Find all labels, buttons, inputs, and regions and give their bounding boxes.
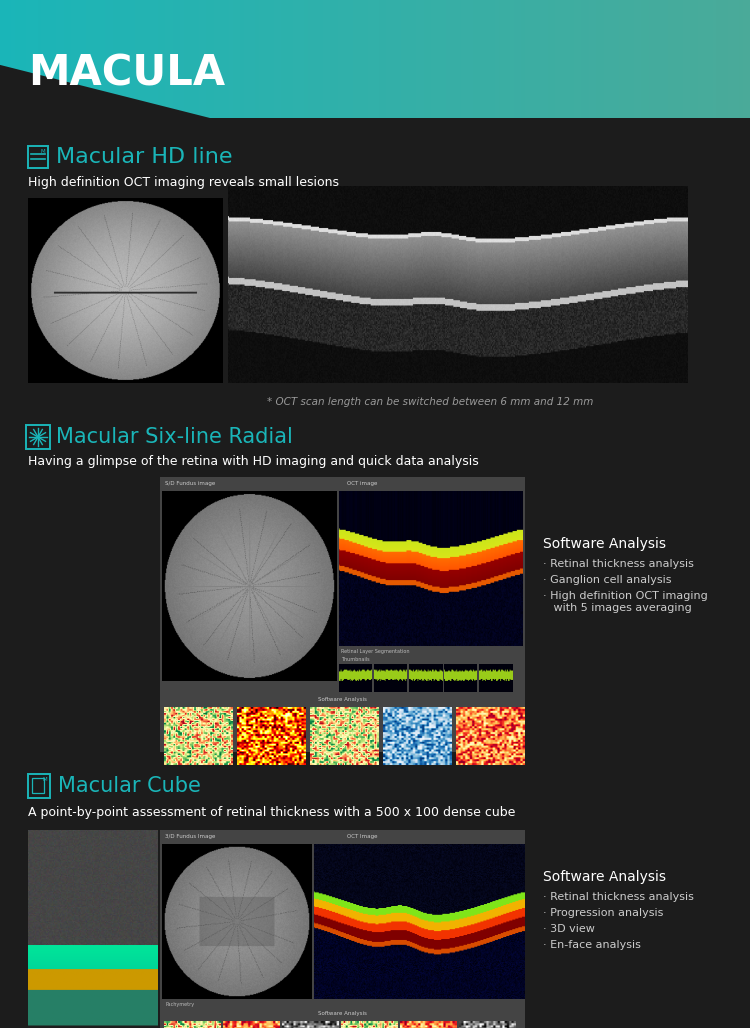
Polygon shape xyxy=(0,65,210,118)
Text: High definition OCT imaging reveals small lesions: High definition OCT imaging reveals smal… xyxy=(28,176,339,189)
Text: · Retinal thickness analysis: · Retinal thickness analysis xyxy=(543,559,694,570)
Text: S/D Fundus image: S/D Fundus image xyxy=(165,481,215,486)
Text: OCT Image: OCT Image xyxy=(347,834,377,839)
Text: · Ganglion cell analysis: · Ganglion cell analysis xyxy=(543,575,671,585)
Text: Retinal Layer Segmentation: Retinal Layer Segmentation xyxy=(341,649,410,654)
Text: Software Analysis: Software Analysis xyxy=(543,537,666,551)
Text: · 3D view: · 3D view xyxy=(543,924,595,934)
Text: Software Analysis: Software Analysis xyxy=(317,697,367,702)
Text: Software Analysis: Software Analysis xyxy=(317,1011,367,1016)
Text: · High definition OCT imaging
   with 5 images averaging: · High definition OCT imaging with 5 ima… xyxy=(543,591,708,614)
Text: OCT image: OCT image xyxy=(347,481,377,486)
Text: Thumbnails: Thumbnails xyxy=(341,657,370,662)
Text: Macular Cube: Macular Cube xyxy=(58,776,201,796)
Text: · Progression analysis: · Progression analysis xyxy=(543,908,663,918)
Text: Pachymetry: Pachymetry xyxy=(165,1002,194,1007)
Text: A point-by-point assessment of retinal thickness with a 500 x 100 dense cube: A point-by-point assessment of retinal t… xyxy=(28,806,515,819)
Text: Macular Six-line Radial: Macular Six-line Radial xyxy=(56,427,292,447)
Text: 3/D Fundus Image: 3/D Fundus Image xyxy=(165,834,215,839)
Text: M: M xyxy=(40,149,45,154)
FancyBboxPatch shape xyxy=(160,830,525,1028)
FancyBboxPatch shape xyxy=(160,477,525,752)
Text: Macular HD line: Macular HD line xyxy=(56,147,232,167)
Text: Software Analysis: Software Analysis xyxy=(543,870,666,884)
Text: MACULA: MACULA xyxy=(28,52,225,95)
Text: M: M xyxy=(42,777,47,782)
Text: · En-face analysis: · En-face analysis xyxy=(543,940,640,950)
Text: Having a glimpse of the retina with HD imaging and quick data analysis: Having a glimpse of the retina with HD i… xyxy=(28,455,478,468)
Text: · Retinal thickness analysis: · Retinal thickness analysis xyxy=(543,892,694,902)
Text: * OCT scan length can be switched between 6 mm and 12 mm: * OCT scan length can be switched betwee… xyxy=(267,397,593,407)
